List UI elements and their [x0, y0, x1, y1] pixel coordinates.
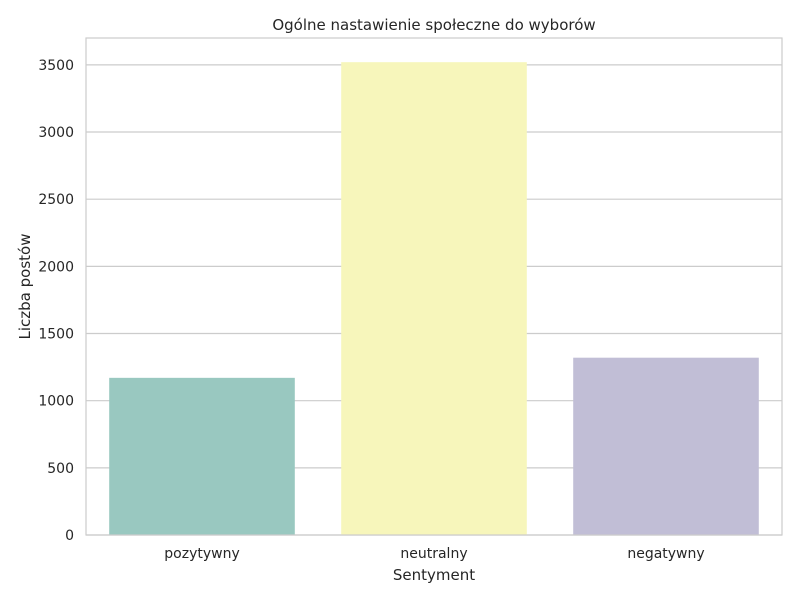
y-tick-label: 2000 — [38, 259, 74, 275]
y-tick-label: 1500 — [38, 327, 74, 343]
bar-neutralny — [341, 62, 527, 536]
y-tick-label: 500 — [47, 461, 74, 477]
y-tick-label: 3000 — [38, 125, 74, 141]
x-tick-label-pozytywny: pozytywny — [164, 546, 239, 562]
x-tick-label-negatywny: negatywny — [627, 546, 704, 562]
x-tick-labels: pozytywny neutralny negatywny — [164, 546, 704, 562]
chart-title: Ogólne nastawienie społeczne do wyborów — [272, 16, 595, 34]
x-axis-label: Sentyment — [393, 566, 475, 584]
y-tick-label: 0 — [65, 528, 74, 544]
y-tick-labels: 0 500 1000 1500 2000 2500 3000 3500 — [38, 58, 74, 544]
plot-frame — [85, 37, 783, 536]
bars — [109, 62, 759, 536]
y-axis-label: Liczba postów — [16, 234, 34, 340]
y-tick-label: 3500 — [38, 58, 74, 74]
x-tick-label-neutralny: neutralny — [400, 546, 467, 562]
bar-negatywny — [573, 357, 759, 535]
y-tick-label: 1000 — [38, 394, 74, 410]
bar-pozytywny — [109, 377, 295, 535]
y-tick-label: 2500 — [38, 192, 74, 208]
